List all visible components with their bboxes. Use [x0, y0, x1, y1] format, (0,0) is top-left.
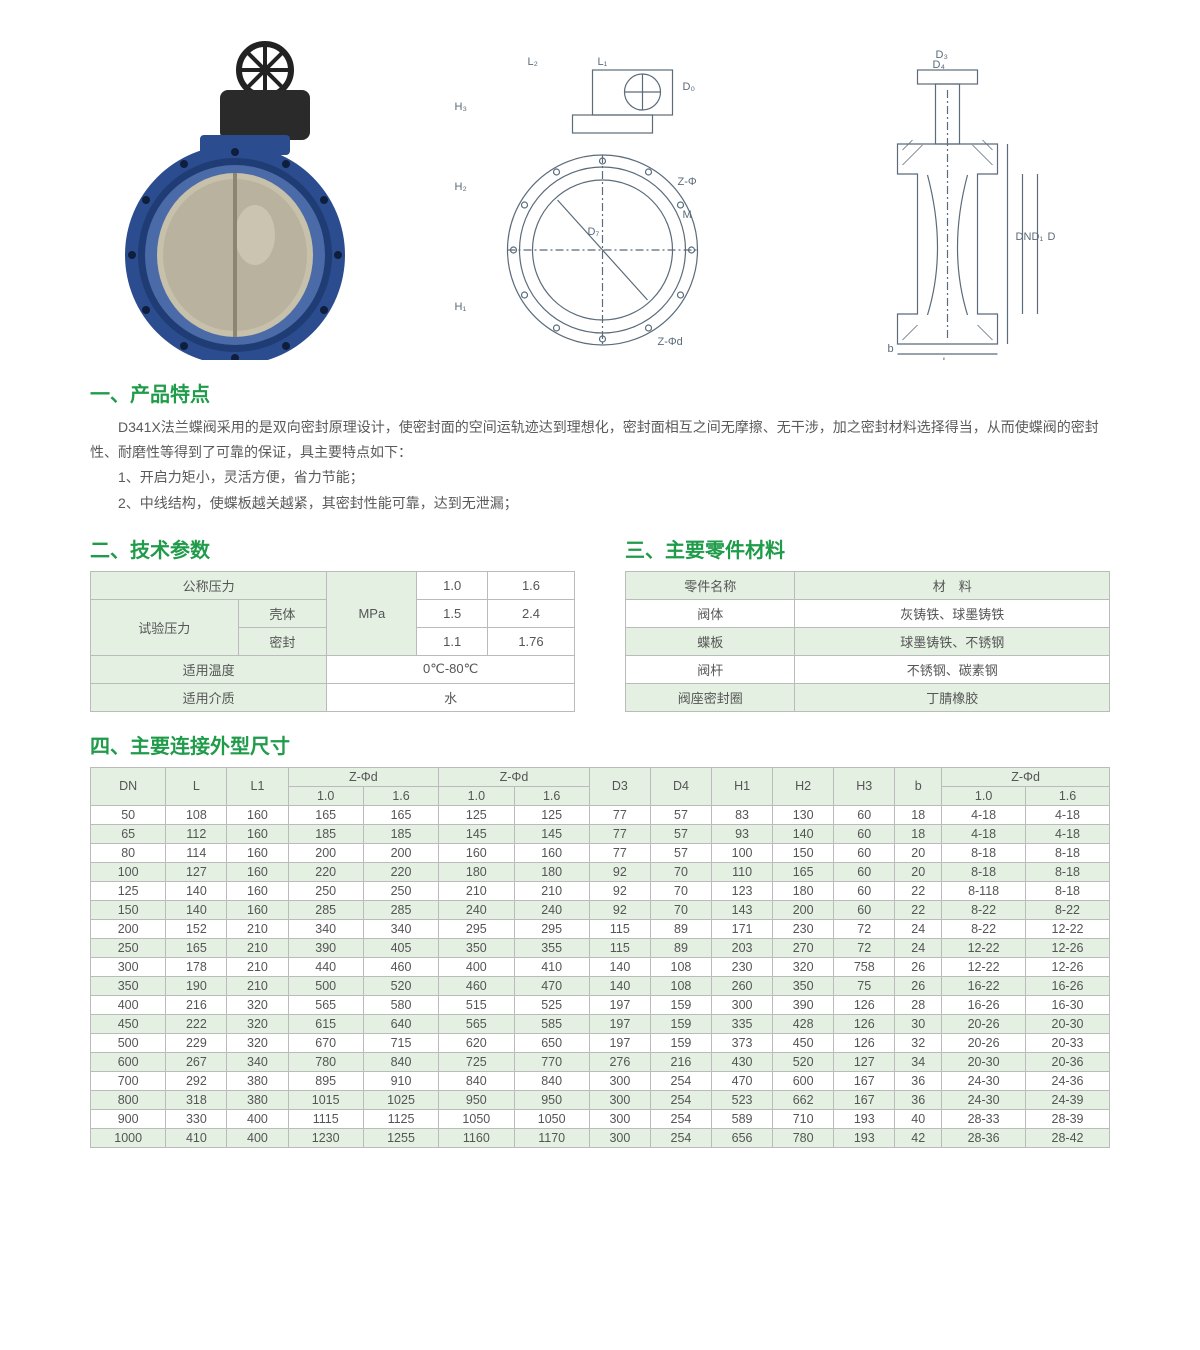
- svg-text:D₀: D₀: [683, 81, 696, 93]
- table-row: 350190210500520460470140108260350752616-…: [91, 976, 1110, 995]
- table-row: 4502223206156405655851971593354281263020…: [91, 1014, 1110, 1033]
- tech-params-table: 公称压力 MPa 1.0 1.6 试验压力 壳体 1.5 2.4 密封 1.1 …: [90, 571, 575, 712]
- side-view-drawing: D₃ D₄ D D₁ DN b L: [785, 40, 1110, 360]
- front-view-drawing: L₂ L₁ D₀ H₃ H₂ H₁ D₇ Z-Φ M Z-Φd: [440, 40, 765, 360]
- svg-text:H₁: H₁: [455, 301, 467, 313]
- two-column-tables: 二、技术参数 公称压力 MPa 1.0 1.6 试验压力 壳体 1.5 2.4 …: [90, 516, 1110, 712]
- section4-title: 四、主要连接外型尺寸: [90, 730, 1110, 759]
- table-row: 25016521039040535035511589203270722412-2…: [91, 938, 1110, 957]
- side-drawing-labels: D₃ D₄ D D₁ DN b L: [888, 49, 1056, 360]
- svg-text:b: b: [888, 343, 894, 355]
- table-row: 3001782104404604004101401082303207582612…: [91, 957, 1110, 976]
- table-row: 125140160250250210210927012318060228-118…: [91, 881, 1110, 900]
- table-row: 2001522103403402952951158917123072248-22…: [91, 919, 1110, 938]
- svg-text:D₇: D₇: [588, 226, 600, 238]
- table-row: 8003183801015102595095030025452366216736…: [91, 1090, 1110, 1109]
- svg-text:DN: DN: [1016, 231, 1032, 243]
- section3-title: 三、主要零件材料: [625, 534, 1110, 563]
- svg-text:L₁: L₁: [598, 56, 608, 68]
- svg-text:H₃: H₃: [455, 101, 467, 113]
- drawing-labels: L₂ L₁ D₀ H₃ H₂ H₁ D₇ Z-Φ M Z-Φd: [455, 56, 697, 348]
- intro-paragraph: D341X法兰蝶阀采用的是双向密封原理设计，使密封面的空间运轨迹达到理想化，密封…: [90, 415, 1110, 465]
- dimensions-table: DN L L1 Z-Φd Z-Φd D3 D4 H1 H2 H3 b Z-Φd …: [90, 767, 1110, 1148]
- table-row: 6511216018518514514577579314060184-184-1…: [91, 824, 1110, 843]
- table-row: 5002293206707156206501971593734501263220…: [91, 1033, 1110, 1052]
- svg-text:D₄: D₄: [933, 59, 946, 71]
- table-row: 6002673407808407257702762164305201273420…: [91, 1052, 1110, 1071]
- svg-text:L: L: [943, 356, 949, 360]
- table-row: 100127160220220180180927011016560208-188…: [91, 862, 1110, 881]
- svg-text:H₂: H₂: [455, 181, 467, 193]
- svg-text:L₂: L₂: [528, 56, 538, 68]
- table-row: 150140160285285240240927014320060228-228…: [91, 900, 1110, 919]
- feature-line-2: 2、中线结构，使蝶板越关越紧，其密封性能可靠，达到无泄漏；: [90, 491, 1110, 516]
- table-row: 4002163205655805155251971593003901262816…: [91, 995, 1110, 1014]
- table-row: 5010816016516512512577578313060184-184-1…: [91, 805, 1110, 824]
- product-photo: [90, 40, 410, 360]
- page: L₂ L₁ D₀ H₃ H₂ H₁ D₇ Z-Φ M Z-Φd: [0, 0, 1200, 1208]
- technical-drawing-area: L₂ L₁ D₀ H₃ H₂ H₁ D₇ Z-Φ M Z-Φd: [440, 40, 1110, 360]
- section1-title: 一、产品特点: [90, 378, 1110, 407]
- table-row: 9003304001115112510501050300254589710193…: [91, 1109, 1110, 1128]
- svg-text:Z-Φ: Z-Φ: [678, 176, 697, 188]
- svg-text:Z-Φd: Z-Φd: [658, 336, 683, 348]
- svg-text:D: D: [1048, 231, 1056, 243]
- valve-photo-svg: [90, 40, 410, 360]
- feature-line-1: 1、开启力矩小，灵活方便，省力节能；: [90, 465, 1110, 490]
- table-row: 7002923808959108408403002544706001673624…: [91, 1071, 1110, 1090]
- materials-table: 零件名称材 料 阀体灰铸铁、球墨铸铁 蝶板球墨铸铁、不锈钢 阀杆不锈钢、碳素钢 …: [625, 571, 1110, 712]
- table-row: 1000410400123012551160117030025465678019…: [91, 1128, 1110, 1147]
- svg-text:D₁: D₁: [1032, 231, 1044, 243]
- top-images-row: L₂ L₁ D₀ H₃ H₂ H₁ D₇ Z-Φ M Z-Φd: [90, 40, 1110, 360]
- table-row: 80114160200200160160775710015060208-188-…: [91, 843, 1110, 862]
- section2-title: 二、技术参数: [90, 534, 575, 563]
- svg-text:M: M: [683, 209, 692, 221]
